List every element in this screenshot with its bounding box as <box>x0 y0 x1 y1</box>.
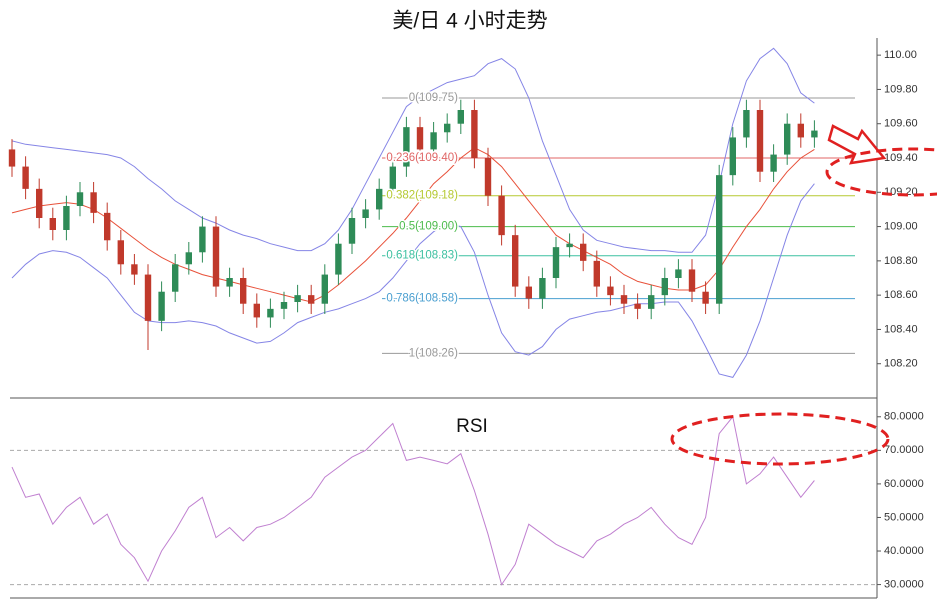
y-tick-label: 50.0000 <box>884 511 924 523</box>
candle-body <box>634 303 641 309</box>
candle-body <box>430 132 437 150</box>
rsi-line <box>11 415 815 586</box>
fib-level-label: 0(109.75) <box>409 92 458 104</box>
candle-body <box>756 110 764 172</box>
candle-body <box>389 166 396 189</box>
candle-body <box>348 218 356 244</box>
fib-level-label: 1(108.26) <box>409 347 458 359</box>
y-tick-label: 108.40 <box>884 323 918 335</box>
candle-body <box>688 269 696 292</box>
candle-body <box>770 154 777 172</box>
candle-body <box>240 278 247 304</box>
candle-body <box>566 243 573 248</box>
y-tick-label: 70.0000 <box>884 444 924 456</box>
candle-body <box>811 130 818 138</box>
candle-body <box>552 247 560 278</box>
candle-body <box>158 291 165 321</box>
y-tick-label: 40.0000 <box>884 545 924 557</box>
y-tick-label: 30.0000 <box>884 578 924 590</box>
candle-body <box>172 264 179 292</box>
chart-title: 美/日 4 小时走势 <box>392 10 547 33</box>
candle-body <box>471 110 478 158</box>
annotation-ellipse <box>825 147 937 197</box>
candle-body <box>580 243 587 261</box>
candle-body <box>104 212 111 241</box>
candle-body <box>716 175 723 304</box>
y-tick-label: 108.60 <box>884 289 918 301</box>
candle-body <box>525 286 532 299</box>
plot-layer: 108.20 108.40 108.60 108.80 109.00 109.20 109.… <box>8 47 924 590</box>
candle-body <box>729 137 736 176</box>
y-tick-label: 109.20 <box>884 186 918 198</box>
candle-body <box>702 291 709 304</box>
fib-level-label: 0.5(109.00) <box>399 221 458 233</box>
candle-body <box>512 235 519 287</box>
candle-body <box>49 218 56 230</box>
y-tick-label: 110.00 <box>884 49 917 61</box>
fib-level-label: 0.236(109.40) <box>386 152 458 164</box>
candle-body <box>199 226 206 253</box>
y-tick-label: 108.20 <box>884 358 918 370</box>
candle-body <box>321 274 328 304</box>
candle-body <box>144 274 152 321</box>
candle-body <box>403 127 410 167</box>
candle-body <box>36 188 43 218</box>
candle-body <box>444 123 451 133</box>
candle-body <box>22 166 29 189</box>
candle-body <box>784 123 791 155</box>
candle-body <box>484 158 492 196</box>
candle-body <box>117 240 124 265</box>
candle-body <box>498 195 505 236</box>
y-tick-label: 109.80 <box>884 83 918 95</box>
candle-body <box>607 286 614 296</box>
y-tick-label: 109.00 <box>884 220 918 232</box>
candle-body <box>620 295 628 304</box>
candle-body <box>90 192 97 213</box>
rsi-title: RSI <box>456 416 488 437</box>
candle-body <box>675 269 682 278</box>
candle-body <box>8 149 16 167</box>
candle-body <box>63 206 70 230</box>
indicator-line <box>11 47 815 253</box>
candle-body <box>253 303 260 318</box>
candle-body <box>226 278 233 287</box>
candle-body <box>593 260 600 287</box>
y-tick-label: 80.0000 <box>884 411 924 423</box>
candle-body <box>416 127 424 150</box>
candle-body <box>743 110 750 138</box>
annotation-arrow <box>827 124 887 165</box>
candle-body <box>661 278 668 296</box>
candle-body <box>76 192 84 206</box>
y-tick-label: 60.0000 <box>884 478 924 490</box>
candle-body <box>648 295 655 309</box>
candle-body <box>212 226 220 287</box>
candle-body <box>797 123 804 138</box>
candle-body <box>294 295 301 302</box>
candle-body <box>376 188 383 210</box>
candle-body <box>335 243 342 275</box>
fib-level-label: 0.786(108.58) <box>386 293 458 305</box>
candle-body <box>131 264 138 275</box>
annotation-ellipse <box>670 412 890 466</box>
indicator-line <box>11 147 815 303</box>
candle-body <box>457 110 464 124</box>
candle-body <box>308 295 315 304</box>
fib-level-label: 0.382(109.18) <box>386 190 458 202</box>
y-tick-label: 109.60 <box>884 118 918 130</box>
y-tick-label: 109.40 <box>884 152 918 164</box>
candle-body <box>185 252 192 265</box>
y-tick-label: 108.80 <box>884 255 918 267</box>
candle-body <box>362 209 369 218</box>
candle-body <box>539 278 546 299</box>
candle-body <box>280 302 288 309</box>
candle-body <box>267 308 274 318</box>
fib-level-label: 0.618(108.83) <box>386 250 458 262</box>
